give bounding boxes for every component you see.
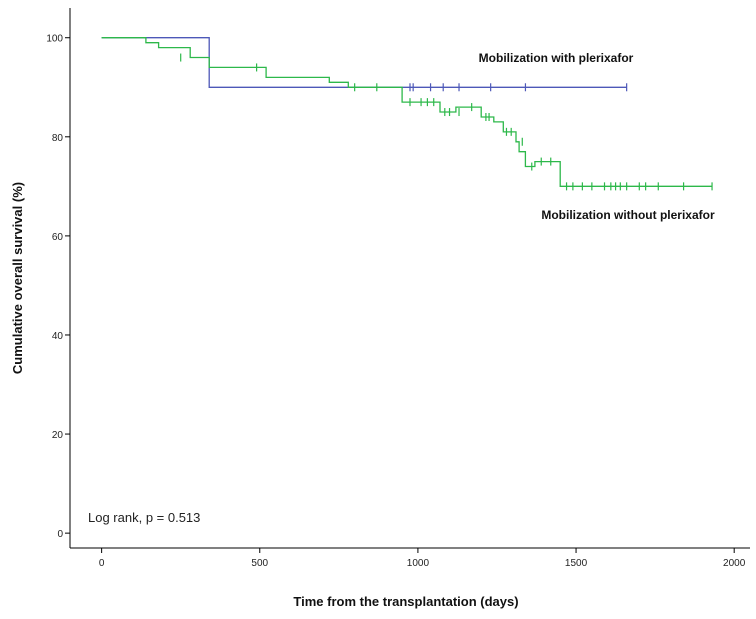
x-axis-title: Time from the transplantation (days) [293, 594, 518, 609]
y-tick-label: 100 [46, 34, 63, 45]
y-tick-label: 80 [52, 133, 64, 144]
x-tick-label: 2000 [723, 558, 746, 569]
y-tick-label: 0 [57, 529, 63, 540]
y-tick-label: 60 [52, 232, 64, 243]
x-tick-label: 500 [251, 558, 268, 569]
log-rank-annotation: Log rank, p = 0.513 [88, 510, 200, 525]
x-tick-label: 1500 [565, 558, 588, 569]
y-tick-label: 20 [52, 430, 64, 441]
series-label-2: Mobilization without plerixafor [541, 208, 715, 222]
x-tick-label: 1000 [407, 558, 430, 569]
y-tick-label: 40 [52, 331, 64, 342]
x-tick-label: 0 [99, 558, 105, 569]
series-line-2 [101, 37, 712, 187]
y-axis-title: Cumulative overall survival (%) [10, 182, 25, 374]
series-label-1: Mobilization with plerixafor [479, 51, 634, 65]
